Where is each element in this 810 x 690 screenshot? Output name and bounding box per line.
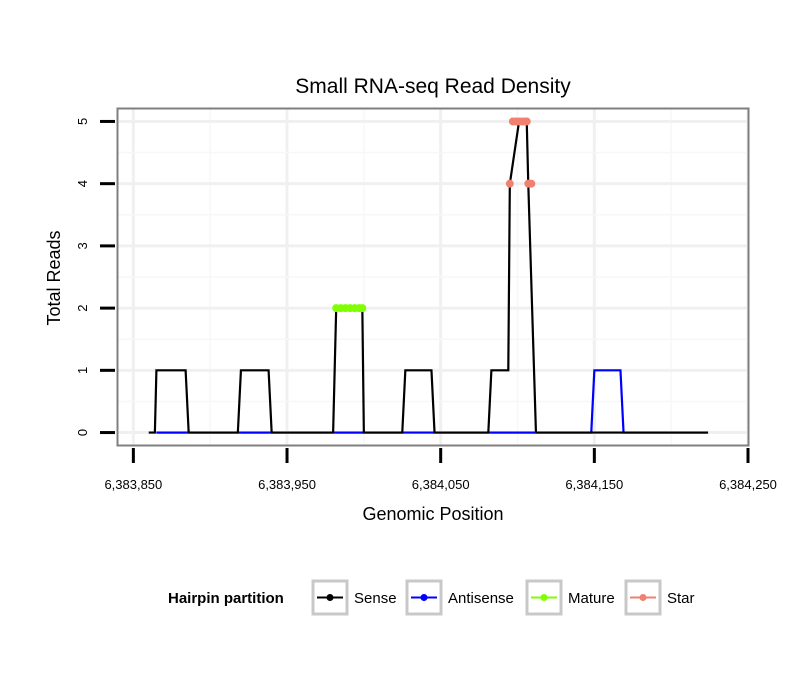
y-tick-label: 0 <box>75 429 90 436</box>
point-star <box>522 117 531 126</box>
y-tick-label: 2 <box>75 304 90 311</box>
x-tick-label: 6,384,150 <box>565 477 623 492</box>
legend-marker-star <box>639 594 647 601</box>
y-axis-label: Total Reads <box>44 230 64 325</box>
point-star <box>505 179 514 188</box>
y-tick-label: 5 <box>75 118 90 125</box>
legend-marker-antisense <box>420 594 428 601</box>
x-tick-label: 6,384,050 <box>412 477 470 492</box>
legend-label-star: Star <box>667 590 695 607</box>
y-tick-label: 3 <box>75 242 90 249</box>
x-tick-label: 6,384,250 <box>719 477 777 492</box>
grid <box>118 109 750 445</box>
plot-panel-border <box>116 107 750 447</box>
legend-label-sense: Sense <box>354 590 397 607</box>
x-tick-label: 6,383,950 <box>258 477 316 492</box>
legend-label-antisense: Antisense <box>448 590 514 607</box>
x-axis: 6,383,850 6,383,950 6,384,050 6,384,150 6,38… <box>104 448 777 492</box>
legend-marker-sense <box>326 594 334 601</box>
series-layer <box>148 117 709 434</box>
y-tick-label: 4 <box>75 180 90 187</box>
legend-marker-mature <box>540 594 548 601</box>
point-mature <box>358 304 367 313</box>
x-tick-label: 6,383,850 <box>104 477 162 492</box>
legend: Hairpin partition Sense Antisense Mature St… <box>168 579 695 616</box>
point-star <box>527 179 536 188</box>
series-line-sense <box>148 120 709 434</box>
legend-label-mature: Mature <box>568 590 615 607</box>
y-tick-label: 1 <box>75 367 90 374</box>
y-axis: 0 1 2 3 4 5 <box>75 118 115 436</box>
chart-title: Small RNA-seq Read Density <box>295 75 571 98</box>
legend-title: Hairpin partition <box>168 590 284 607</box>
x-axis-label: Genomic Position <box>362 504 503 524</box>
